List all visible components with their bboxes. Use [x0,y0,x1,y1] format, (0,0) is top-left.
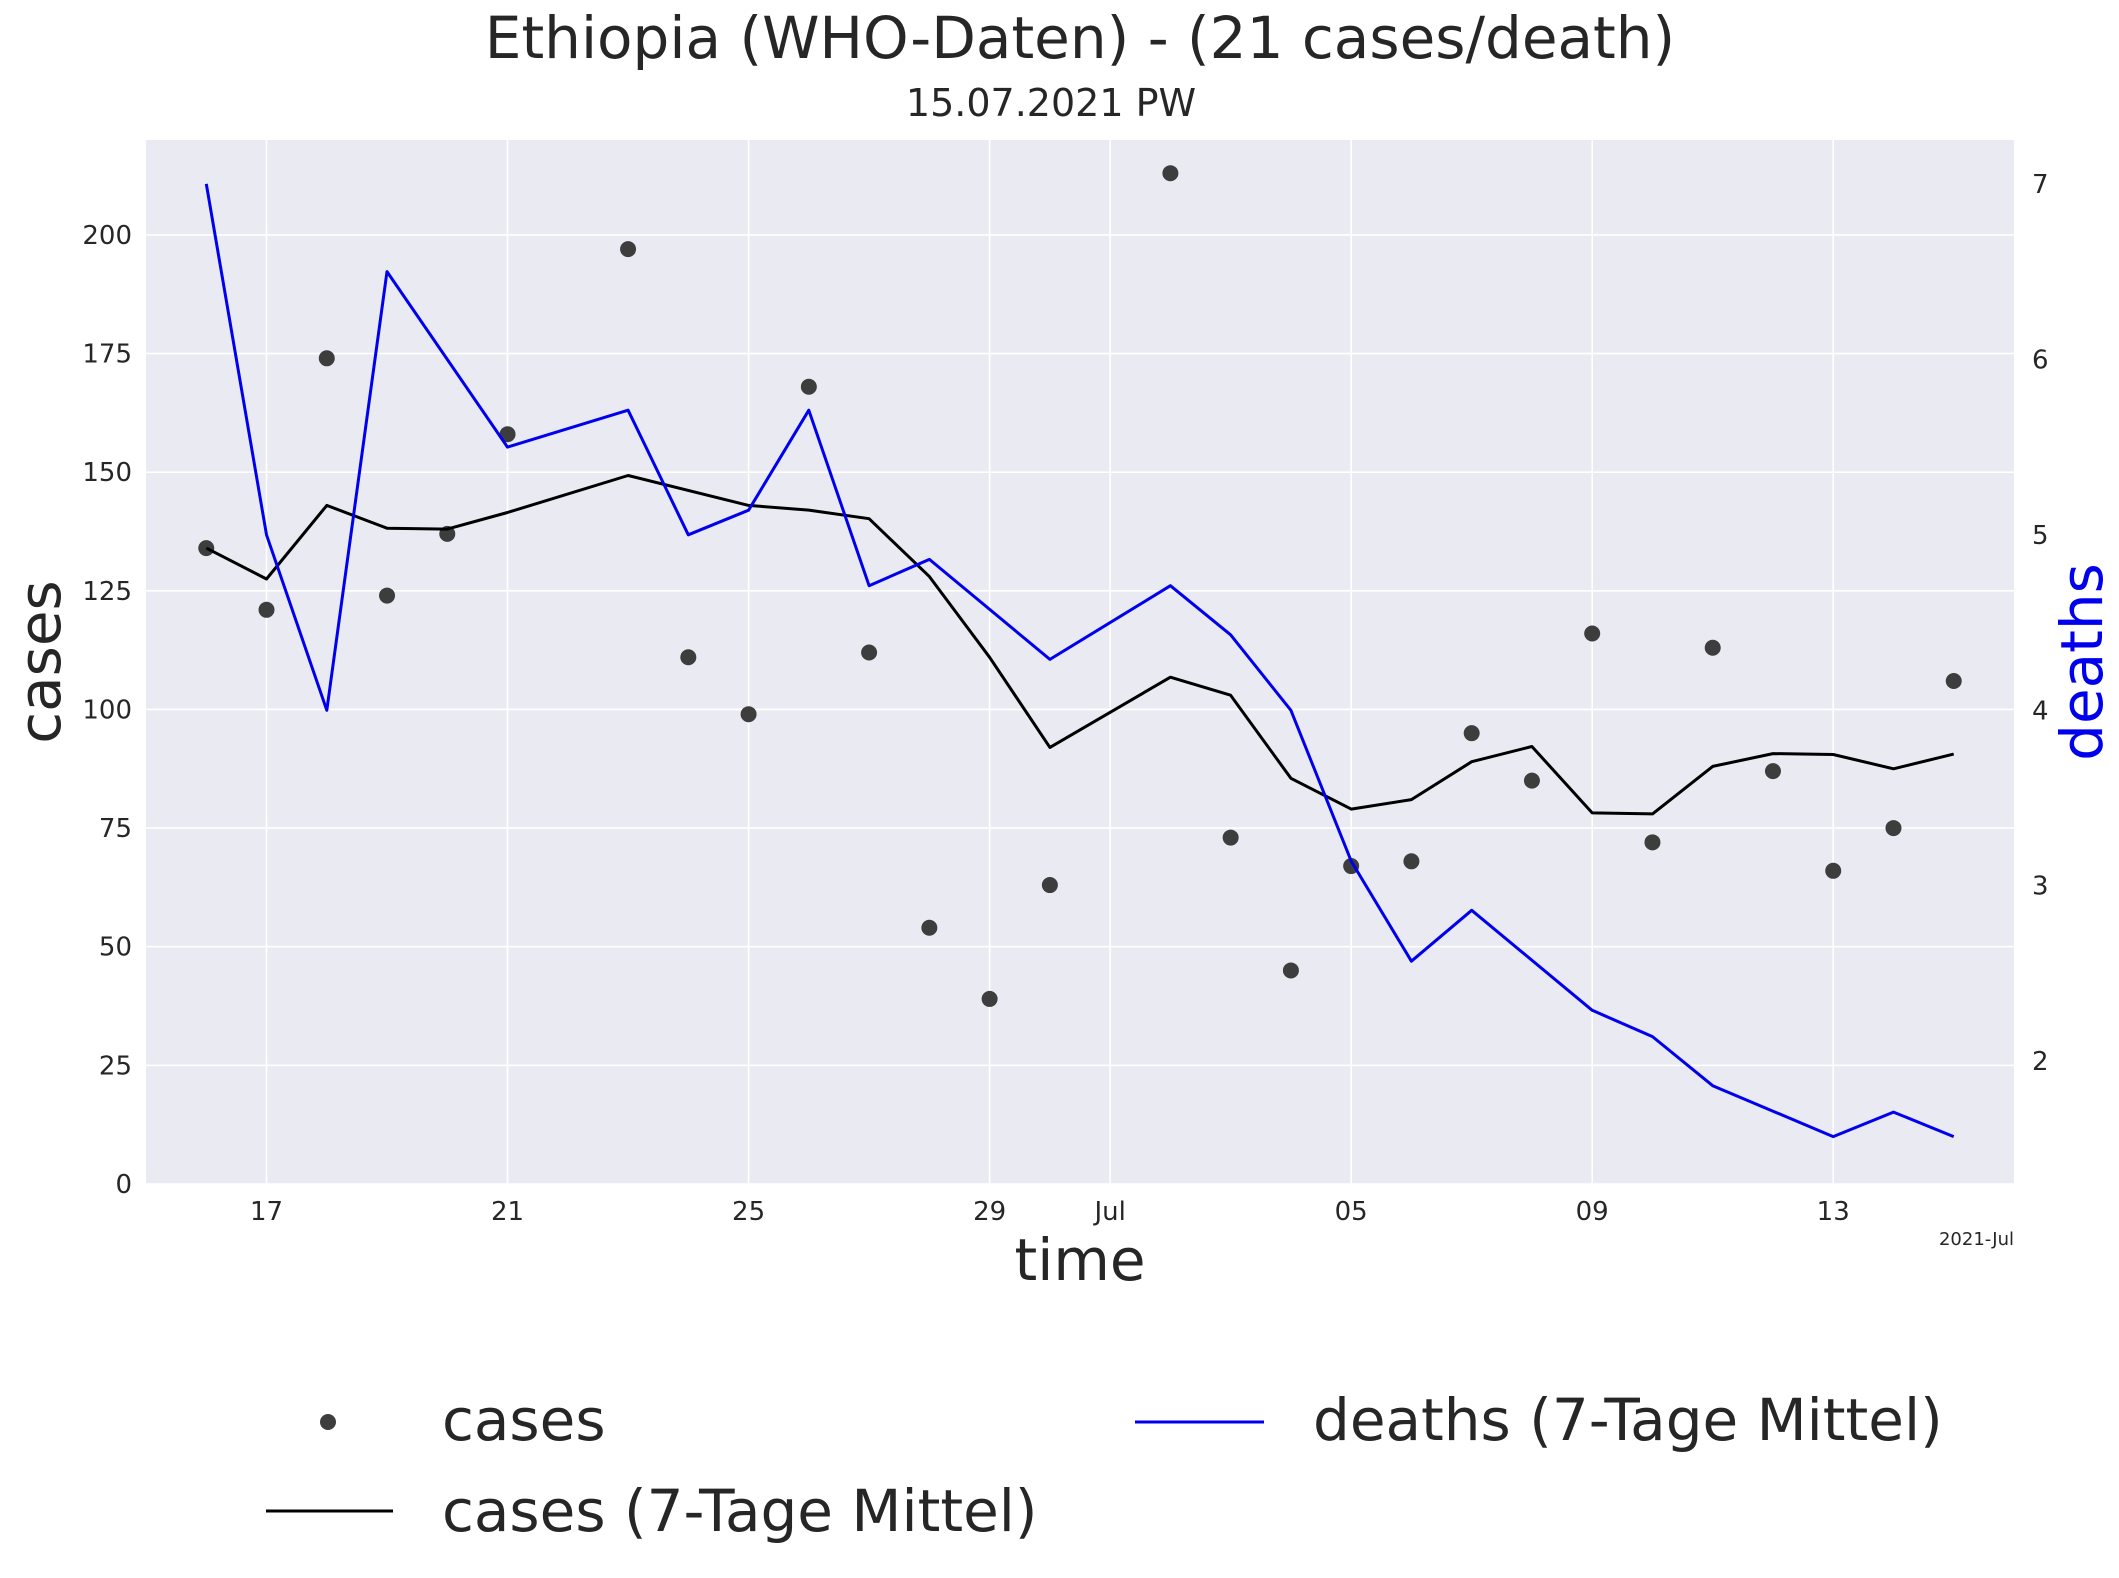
chart-marks [198,165,1962,1139]
data-point [1403,853,1420,870]
y-tick-label: 125 [82,577,132,607]
data-point [680,649,697,666]
y2-axis-label: deaths [2048,563,2116,761]
data-point [1282,962,1299,979]
data-point [981,990,998,1007]
y2-tick-label: 6 [2032,345,2049,375]
series-line-2 [204,183,1955,1139]
y-tick-label: 50 [99,933,132,963]
data-point [1523,772,1540,789]
data-point [198,540,215,557]
y-tick-label: 75 [99,814,132,844]
data-point [1885,820,1902,837]
y-tick-label: 175 [82,340,132,370]
chart-title: Ethiopia (WHO-Daten) - (21 cases/death) [485,4,1675,72]
data-point [1825,862,1842,879]
y2-tick-label: 3 [2032,872,2049,902]
x-tick-label: 13 [1817,1197,1850,1227]
x-corner-label: 2021-Jul [1939,1229,2014,1250]
series-line-1 [205,474,1955,816]
legend: cases cases (7-Tage Mittel) deaths (7-Ta… [266,1386,1943,1545]
data-point [258,601,275,618]
data-point [861,644,878,661]
y-tick-label: 25 [99,1051,132,1081]
data-point [1463,725,1480,742]
y2-tick-label: 5 [2032,521,2049,551]
data-point [1704,639,1721,656]
x-tick-label: 29 [973,1197,1006,1227]
y-tick-label: 150 [82,458,132,488]
y2-tick-label: 4 [2032,696,2049,726]
data-point [1162,165,1179,182]
grid [146,140,2014,1185]
x-tick-label: 21 [491,1197,524,1227]
data-point [1945,672,1962,689]
legend-cases-label: cases [442,1386,606,1454]
plot-area [146,140,2014,1184]
data-point [620,241,637,258]
y-tick-label: 100 [82,695,132,725]
legend-deaths-avg-label: deaths (7-Tage Mittel) [1313,1386,1943,1454]
y2-tick-label: 2 [2032,1047,2049,1077]
x-tick-label: 25 [732,1197,765,1227]
x-tick-label: Jul [1092,1197,1125,1227]
y-tick-label: 200 [82,221,132,251]
x-tick-label: 17 [250,1197,283,1227]
data-point [318,350,335,367]
y2-tick-label: 7 [2032,170,2049,200]
x-tick-label: 05 [1335,1197,1368,1227]
x-axis-label: time [1014,1226,1145,1294]
data-point [1644,834,1661,851]
data-point [921,919,938,936]
data-point [1041,877,1058,894]
data-point [1584,625,1601,642]
legend-cases-marker [320,1414,336,1430]
data-point [379,587,396,604]
data-point [1764,763,1781,780]
legend-cases-avg-label: cases (7-Tage Mittel) [442,1477,1038,1545]
data-point [740,706,757,723]
y-axis-label: cases [6,580,74,744]
y-tick-label: 0 [115,1170,132,1200]
data-point [499,426,516,443]
chart-subtitle: 15.07.2021 PW [906,81,1196,125]
x-tick-label: 09 [1576,1197,1609,1227]
data-point [1222,829,1239,846]
data-point [800,378,817,395]
